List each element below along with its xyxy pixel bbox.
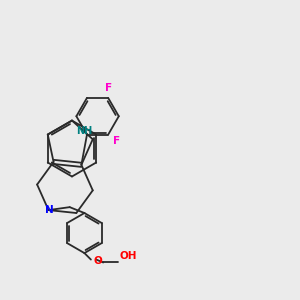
Text: NH: NH xyxy=(76,126,93,136)
Text: F: F xyxy=(112,136,120,146)
Text: OH: OH xyxy=(119,251,137,261)
Text: N: N xyxy=(45,205,53,215)
Text: O: O xyxy=(93,256,102,266)
Text: F: F xyxy=(105,83,112,94)
